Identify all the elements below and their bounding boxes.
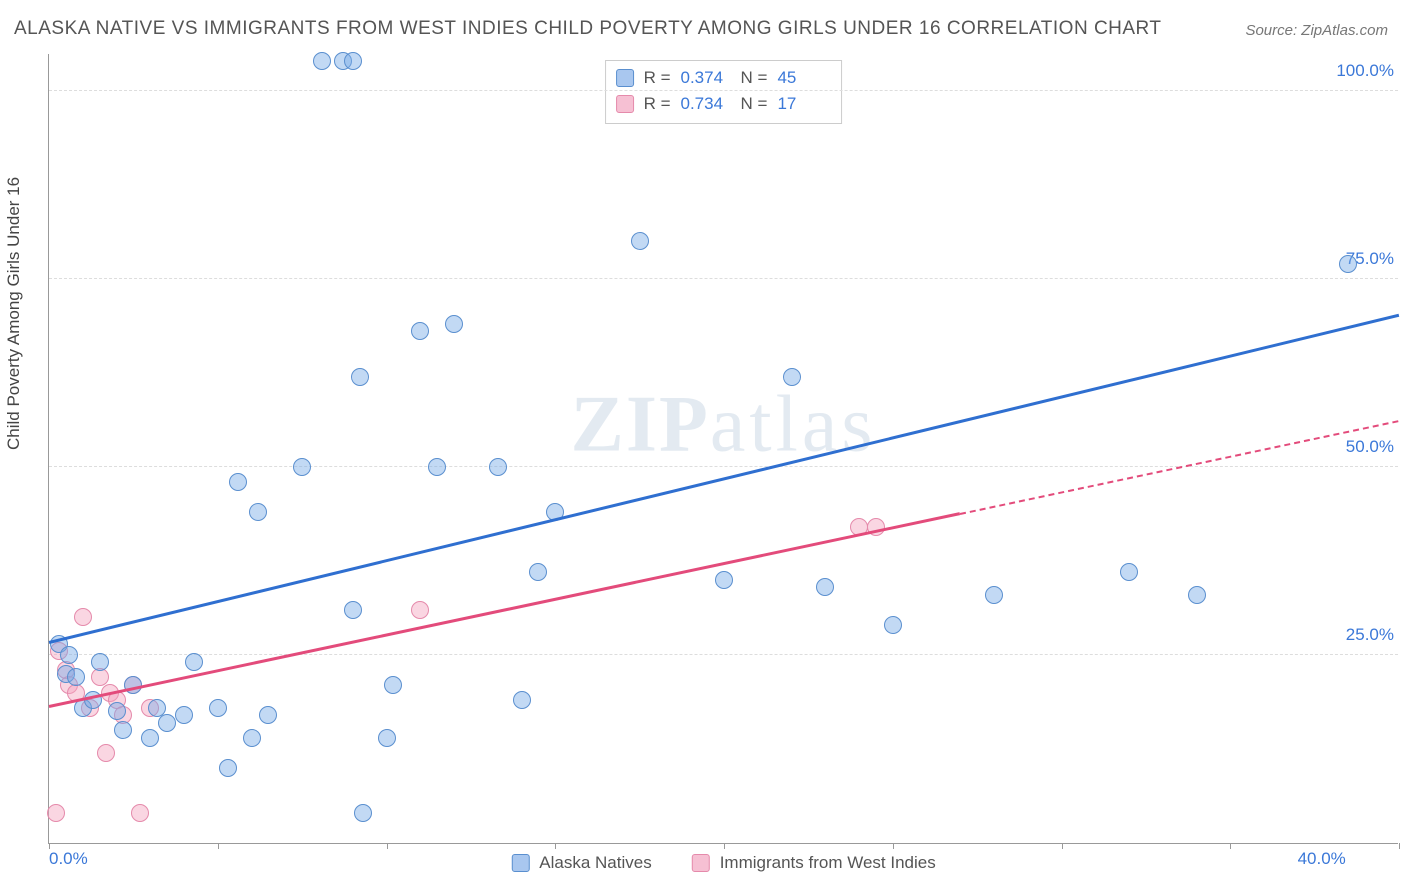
blue-marker [715,571,733,589]
gridline [49,466,1398,467]
blue-marker [344,52,362,70]
correlation-legend: R = 0.374 N = 45 R = 0.734 N = 17 [605,60,843,124]
blue-marker [783,368,801,386]
x-tick-label: 0.0% [49,849,88,869]
gridline [49,278,1398,279]
blue-marker [141,729,159,747]
legend-label-blue: Alaska Natives [539,853,651,873]
blue-marker [354,804,372,822]
n-label: N = [741,65,768,91]
pink-marker [131,804,149,822]
legend-swatch-pink-icon [692,854,710,872]
blue-marker [108,702,126,720]
legend-swatch-blue-icon [511,854,529,872]
blue-marker [513,691,531,709]
blue-marker [1339,255,1357,273]
blue-marker [229,473,247,491]
blue-marker [259,706,277,724]
blue-marker [175,706,193,724]
blue-marker [1188,586,1206,604]
blue-marker [67,668,85,686]
blue-marker [489,458,507,476]
legend-row-pink: R = 0.734 N = 17 [616,91,828,117]
blue-marker [985,586,1003,604]
blue-marker [158,714,176,732]
blue-marker [91,653,109,671]
x-tick [555,843,556,849]
source-attribution: Source: ZipAtlas.com [1245,22,1388,39]
legend-item-blue: Alaska Natives [511,853,651,873]
blue-marker [219,759,237,777]
n-value-blue: 45 [777,65,827,91]
series-legend: Alaska Natives Immigrants from West Indi… [511,853,935,873]
r-value-blue: 0.374 [681,65,731,91]
blue-marker [884,616,902,634]
x-tick [1230,843,1231,849]
blue-marker [209,699,227,717]
chart-title: ALASKA NATIVE VS IMMIGRANTS FROM WEST IN… [14,18,1162,40]
blue-marker [185,653,203,671]
blue-marker [411,322,429,340]
y-tick-label: 25.0% [1346,625,1394,645]
x-tick-label: 40.0% [1298,849,1346,869]
r-value-pink: 0.734 [681,91,731,117]
legend-row-blue: R = 0.374 N = 45 [616,65,828,91]
blue-marker [344,601,362,619]
legend-label-pink: Immigrants from West Indies [720,853,936,873]
gridline [49,654,1398,655]
r-label: R = [644,91,671,117]
legend-swatch-blue [616,69,634,87]
blue-marker [249,503,267,521]
y-axis-label: Child Poverty Among Girls Under 16 [4,177,24,450]
blue-marker [529,563,547,581]
legend-item-pink: Immigrants from West Indies [692,853,936,873]
blue-marker [313,52,331,70]
blue-marker [243,729,261,747]
blue-marker [631,232,649,250]
pink-marker [47,804,65,822]
pink-trend-line [960,420,1399,515]
x-tick [387,843,388,849]
scatter-chart: ZIPatlas R = 0.374 N = 45 R = 0.734 N = … [48,54,1398,844]
gridline [49,90,1398,91]
blue-marker [378,729,396,747]
x-tick [1062,843,1063,849]
x-tick [1399,843,1400,849]
blue-marker [445,315,463,333]
blue-marker [1120,563,1138,581]
y-tick-label: 50.0% [1346,437,1394,457]
blue-marker [384,676,402,694]
blue-marker [114,721,132,739]
blue-marker [816,578,834,596]
n-value-pink: 17 [777,91,827,117]
pink-marker [411,601,429,619]
pink-marker [97,744,115,762]
n-label: N = [741,91,768,117]
pink-marker [74,608,92,626]
legend-swatch-pink [616,95,634,113]
y-tick-label: 100.0% [1336,61,1394,81]
r-label: R = [644,65,671,91]
x-tick [218,843,219,849]
blue-marker [293,458,311,476]
x-tick [893,843,894,849]
blue-marker [60,646,78,664]
blue-marker [428,458,446,476]
x-tick [724,843,725,849]
blue-marker [351,368,369,386]
watermark: ZIPatlas [571,379,877,470]
